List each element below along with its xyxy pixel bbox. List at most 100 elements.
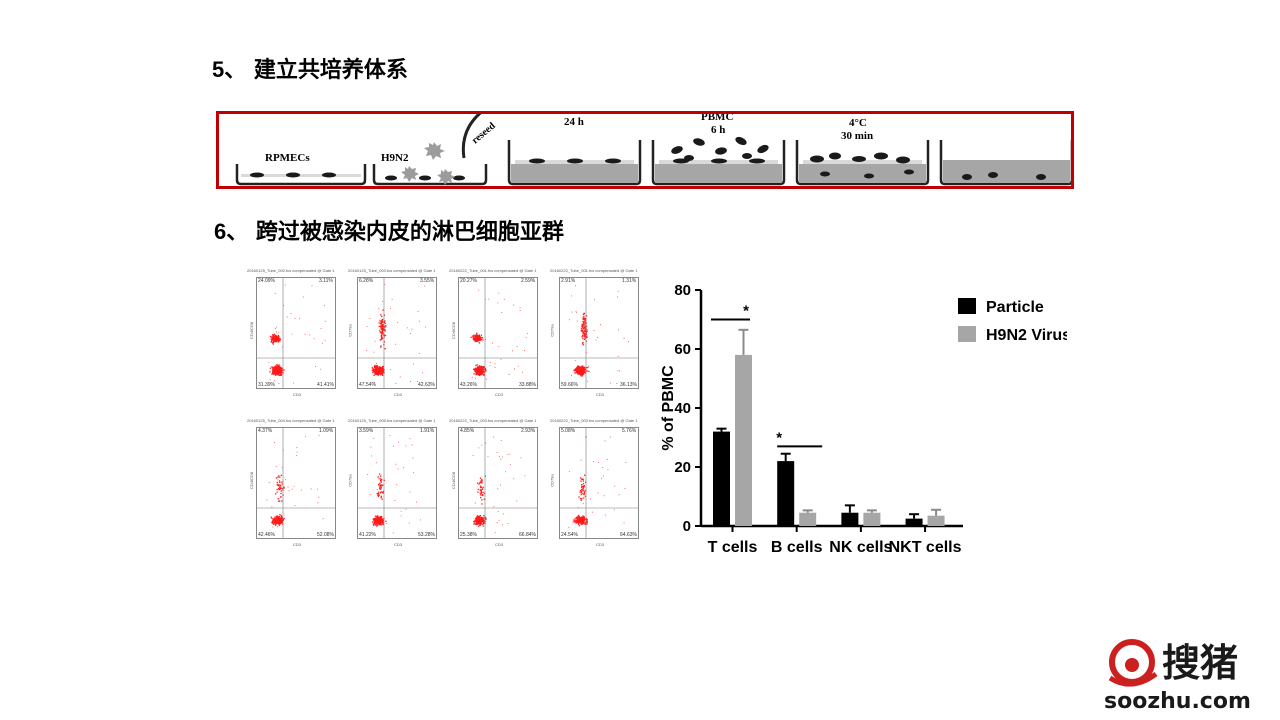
well-h9n2: H9N2 <box>372 142 488 186</box>
legend-label: H9N2 Virus <box>986 327 1067 344</box>
plot-header: 20160222_Tube_001.fcs compensated @ Gate… <box>550 268 638 273</box>
quadrant-ul: 20.27% <box>460 278 477 284</box>
logo-mark: 搜猪 soozhu.com <box>1104 639 1251 714</box>
bar-particle <box>905 518 923 526</box>
bar-particle <box>777 461 795 526</box>
quadrant-lr: 36.13% <box>620 382 637 388</box>
flow-plot-panel: 20160125_Tube_004.fcs compensated @ Gate… <box>247 418 339 550</box>
quadrant-ur: 3.11% <box>319 278 333 284</box>
plot-x-axis-label: CD3 <box>596 392 605 397</box>
virus-icon <box>424 142 445 160</box>
y-tick-label: 60 <box>674 341 691 358</box>
plot-y-axis-label: CD4/CD8 <box>249 471 255 490</box>
plot-header: 20160222_Tube_001.fcs compensated @ Gate… <box>449 268 537 273</box>
flow-cytometry-grid: 20160125_Tube_002.fcs compensated @ Gate… <box>247 268 647 573</box>
scatter-area <box>357 277 437 389</box>
scatter-area <box>458 427 538 539</box>
legend-label: Particle <box>986 299 1044 316</box>
plot-y-axis-label: CD79a <box>347 474 353 487</box>
quadrant-lr: 66.84% <box>519 532 536 538</box>
quadrant-ul: 4.85% <box>460 428 475 434</box>
plot-header: 20160125_Tube_002.fcs compensated @ Gate… <box>247 268 335 273</box>
heading-number: 5 <box>212 57 225 82</box>
quadrant-ur: 1.91% <box>420 428 435 434</box>
bar-chart-svg: 0 20 40 60 80 % of PBMC T cells B cells NK cells… <box>660 282 1071 556</box>
quadrant-ul: 24.09% <box>258 278 275 284</box>
bar-h9n2-virus <box>927 515 945 526</box>
scatter-dots <box>257 428 335 538</box>
legend-swatch <box>958 326 976 342</box>
bar-particle <box>713 431 730 526</box>
significance-star: * <box>743 303 749 320</box>
category-label: NKT cells <box>889 539 962 556</box>
quadrant-ll: 24.54% <box>561 532 578 538</box>
y-tick-label: 40 <box>674 400 691 417</box>
reseed-arrow: reseed <box>461 82 528 159</box>
flow-plot-panel: 20160125_Tube_005.fcs compensated @ Gate… <box>348 418 440 550</box>
significance-star: * <box>776 429 782 446</box>
bar-particle <box>841 512 859 526</box>
label-h9n2: H9N2 <box>381 152 409 164</box>
logo-url: soozhu.com <box>1104 689 1251 714</box>
scatter-dots <box>459 278 537 388</box>
quadrant-ur: 5.76% <box>622 428 637 434</box>
label-30min: 30 min <box>841 130 873 142</box>
legend-swatch <box>958 298 976 314</box>
quadrant-lr: 42.63% <box>418 382 435 388</box>
quadrant-ll: 43.26% <box>460 382 477 388</box>
quadrant-lr: 33.88% <box>519 382 536 388</box>
quadrant-lr: 41.41% <box>317 382 334 388</box>
heading-number: 6 <box>214 219 227 244</box>
quadrant-ll: 25.38% <box>460 532 477 538</box>
well-24h: 24 h <box>507 116 642 186</box>
bar-h9n2-virus <box>735 354 752 526</box>
quadrant-ul: 4.37% <box>258 428 273 434</box>
quadrant-ul: 3.59% <box>359 428 374 434</box>
well-bottom-migrated <box>939 140 1074 186</box>
schematic-drawing: RPMECs H9N2 reseed 24 h <box>235 82 1074 186</box>
quadrant-ur: 2.59% <box>521 278 536 284</box>
virus-icon <box>401 166 419 182</box>
heading-text: 、 跨过被感染内皮的淋巴细胞亚群 <box>226 220 564 245</box>
scatter-dots <box>358 428 436 538</box>
quadrant-ll: 59.66% <box>561 382 578 388</box>
scatter-area <box>256 427 336 539</box>
category-label: B cells <box>771 539 823 556</box>
plot-header: 20160125_Tube_004.fcs compensated @ Gate… <box>247 418 335 423</box>
well-rpmecs: RPMECs <box>235 152 367 186</box>
soozhu-logo: 搜猪 soozhu.com <box>1102 632 1274 714</box>
scatter-area <box>559 427 639 539</box>
plot-y-axis-label: CD79a <box>549 324 555 337</box>
quadrant-ur: 2.93% <box>521 428 536 434</box>
plot-header: 20160125_Tube_005.fcs compensated @ Gate… <box>348 418 436 423</box>
plot-y-axis-label: CD4/CD8 <box>249 321 255 340</box>
quadrant-ll: 31.39% <box>258 382 275 388</box>
quadrant-lr: 53.28% <box>418 532 435 538</box>
plot-y-axis-label: CD4/CD8 <box>451 321 457 340</box>
quadrant-ll: 47.54% <box>359 382 376 388</box>
y-tick-label: 20 <box>674 459 691 476</box>
logo-brand-cn: 搜猪 <box>1162 641 1238 685</box>
bar-h9n2-virus <box>799 512 817 526</box>
flow-plot-panel: 20160125_Tube_003.fcs compensated @ Gate… <box>348 268 440 400</box>
plot-x-axis-label: CD3 <box>293 542 302 547</box>
flow-plot-panel: 20160222_Tube_003.fcs compensated @ Gate… <box>550 418 642 550</box>
scatter-area <box>256 277 336 389</box>
quadrant-ul: 5.08% <box>561 428 576 434</box>
plot-x-axis-label: CD3 <box>596 542 605 547</box>
section-heading-6: 6、 跨过被感染内皮的淋巴细胞亚群 <box>214 214 564 246</box>
flow-plot-panel: 20160125_Tube_002.fcs compensated @ Gate… <box>247 268 339 400</box>
plot-header: 20160222_Tube_003.fcs compensated @ Gate… <box>550 418 638 423</box>
quadrant-ll: 42.46% <box>258 532 275 538</box>
plot-header: 20160125_Tube_003.fcs compensated @ Gate… <box>348 268 436 273</box>
flow-plot-panel: 20160222_Tube_001.fcs compensated @ Gate… <box>550 268 642 400</box>
scatter-area <box>357 427 437 539</box>
plot-x-axis-label: CD3 <box>394 392 403 397</box>
label-6h: 6 h <box>711 124 725 136</box>
quadrant-ur: 1.31% <box>622 278 637 284</box>
plot-y-axis-label: CD79a <box>347 324 353 337</box>
label-reseed: reseed <box>470 120 498 146</box>
scatter-dots <box>560 428 638 538</box>
scatter-area <box>458 277 538 389</box>
plot-x-axis-label: CD3 <box>495 392 504 397</box>
